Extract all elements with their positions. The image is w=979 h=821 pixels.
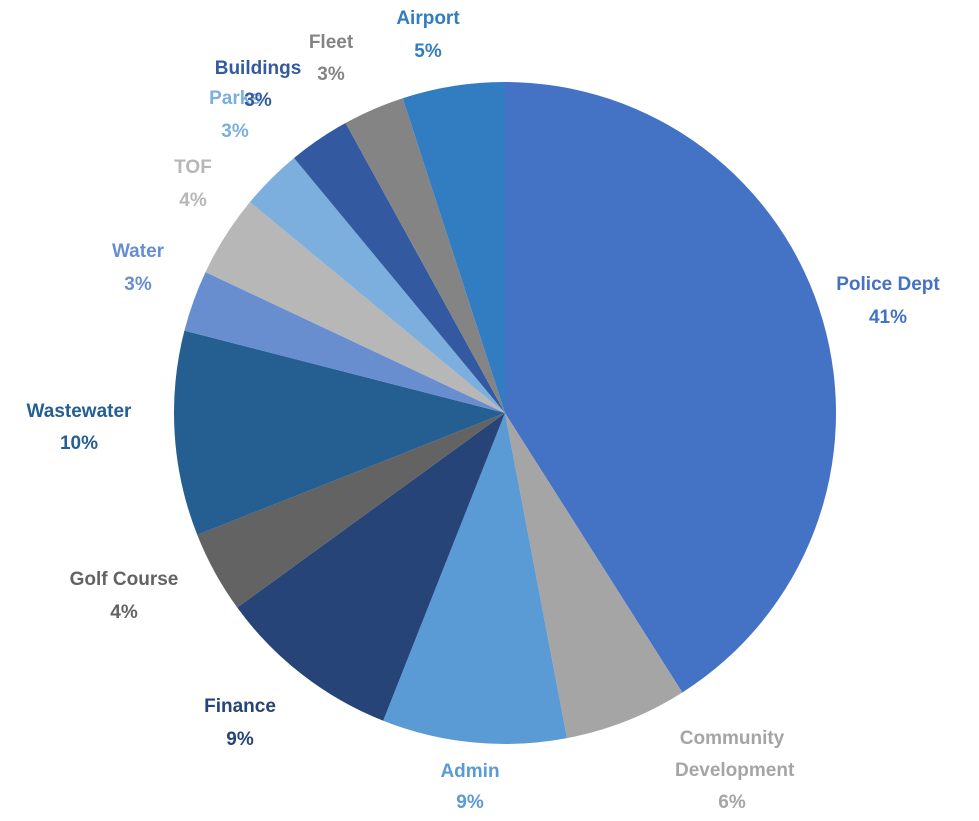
pie-slice xyxy=(402,82,505,413)
value-label: 10% xyxy=(60,433,98,454)
pie-slice xyxy=(345,98,505,414)
label-line: Development xyxy=(670,760,795,781)
category-label: Wastewater xyxy=(27,401,132,422)
value-label: 3% xyxy=(317,64,345,85)
pie-slice xyxy=(505,82,836,693)
value-label: 4% xyxy=(179,190,207,211)
pie-slice xyxy=(294,122,505,413)
value-label: 4% xyxy=(110,602,138,623)
pie-slice xyxy=(197,413,505,608)
category-label: Water xyxy=(112,241,165,262)
pie-slice xyxy=(383,413,568,744)
category-label: Finance xyxy=(204,696,276,717)
category-label: Airport xyxy=(396,8,460,29)
value-label: 9% xyxy=(226,729,254,750)
category-label: Fleet xyxy=(309,32,354,53)
category-label: Buildings xyxy=(215,58,302,79)
category-label: Police Dept xyxy=(836,274,940,295)
value-label: 9% xyxy=(456,792,484,813)
value-label: 3% xyxy=(244,90,272,111)
pie-slice xyxy=(505,413,683,739)
value-label: 41% xyxy=(869,307,907,328)
pie-slice xyxy=(184,272,505,413)
category-label: TOF xyxy=(174,157,212,178)
value-label: 3% xyxy=(124,274,152,295)
pie-slice xyxy=(174,330,505,535)
value-label: 3% xyxy=(221,121,249,142)
category-label: Golf Course xyxy=(70,569,179,590)
value-label: 6% xyxy=(718,792,746,813)
category-label: Parks xyxy=(209,88,261,109)
category-label: Admin xyxy=(440,761,499,782)
pie-slice xyxy=(237,413,505,721)
pie-slice xyxy=(249,157,505,413)
category-label: Community Development xyxy=(670,728,795,781)
label-line: Community xyxy=(680,728,785,749)
value-label: 5% xyxy=(414,41,442,62)
pie-slice xyxy=(205,202,505,413)
